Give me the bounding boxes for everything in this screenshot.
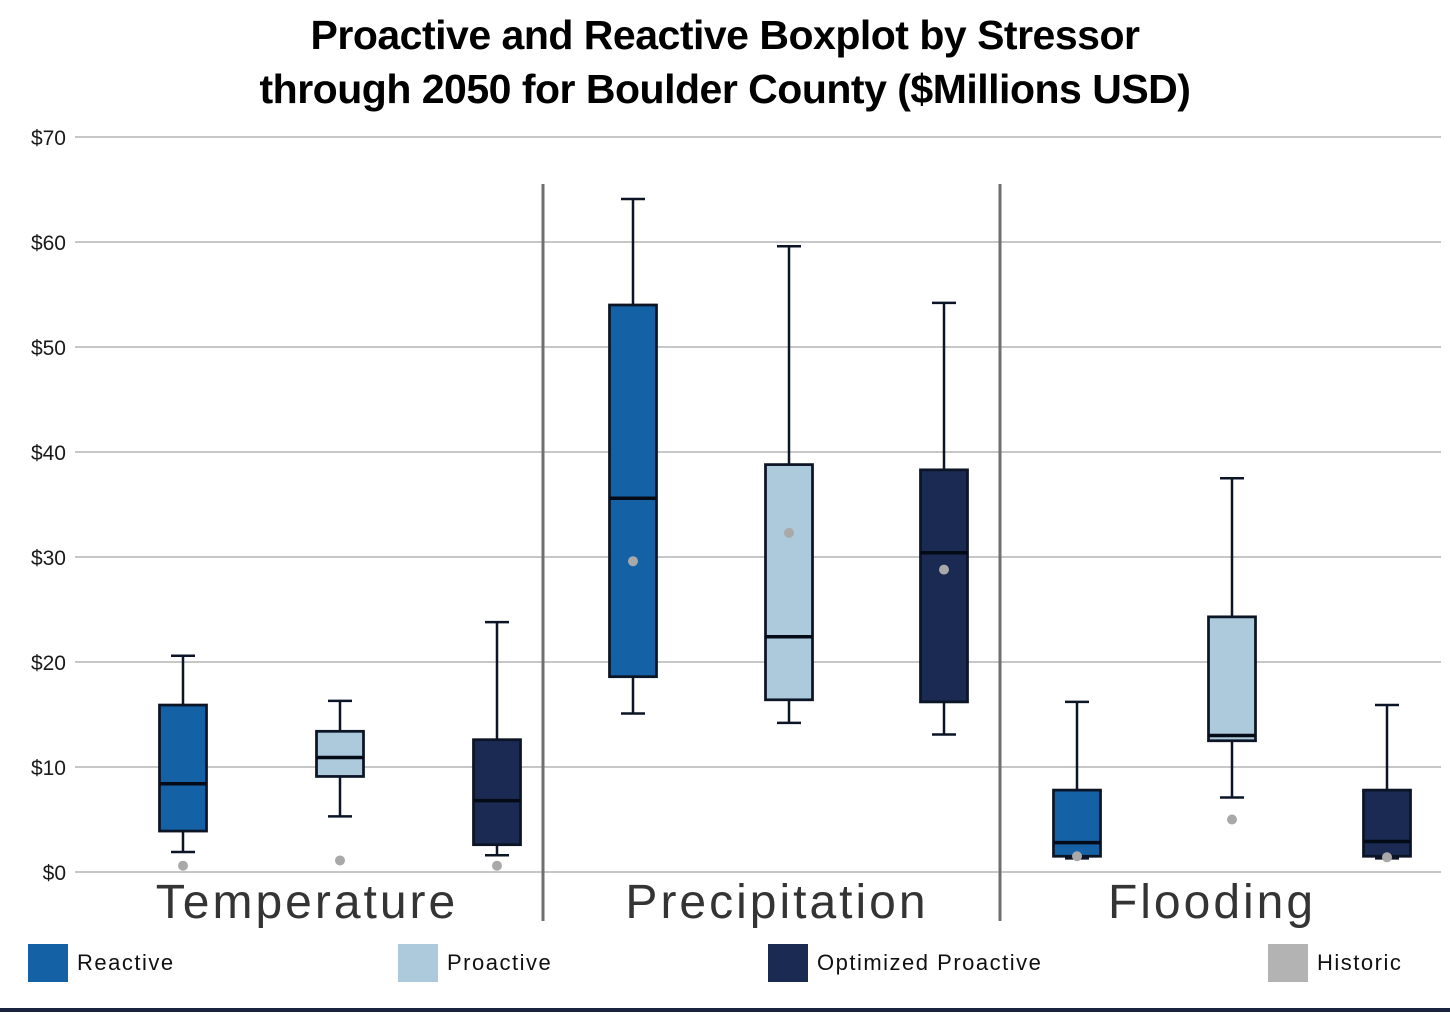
legend-label-optimized-proactive: Optimized Proactive: [817, 950, 1043, 975]
historic-point: [1072, 851, 1082, 862]
chart-title-line-1: Proactive and Reactive Boxplot by Stress…: [310, 12, 1140, 58]
y-tick-label: $40: [31, 442, 66, 465]
y-tick-label: $30: [31, 547, 66, 570]
historic-point: [1382, 852, 1392, 863]
iqr-box: [608, 303, 658, 679]
legend-swatch-optimized-proactive: [768, 944, 808, 982]
box-flooding-optimized-proactive: [1362, 703, 1412, 863]
y-tick-label: $60: [31, 232, 66, 255]
legend-item-reactive: Reactive: [28, 944, 175, 982]
iqr-box: [1052, 788, 1102, 858]
legend-swatch-historic: [1268, 944, 1308, 982]
legend-item-proactive: Proactive: [398, 944, 552, 982]
chart-title-line-2: through 2050 for Boulder County ($Millio…: [259, 66, 1191, 112]
historic-point: [492, 860, 502, 871]
iqr-box: [1207, 615, 1257, 743]
box-precipitation-optimized-proactive: [919, 301, 969, 736]
y-tick-label: $10: [31, 757, 66, 780]
box-precipitation-reactive: [608, 197, 658, 715]
iqr-box: [764, 463, 814, 702]
legend-label-proactive: Proactive: [447, 950, 553, 975]
legend-swatch-reactive: [28, 944, 68, 982]
iqr-box: [472, 738, 522, 847]
y-tick-label: $0: [43, 862, 66, 885]
legend-swatch-proactive: [398, 944, 438, 982]
legend: Reactive Proactive Optimized Proactive H…: [0, 944, 1450, 992]
box-flooding-reactive: [1052, 700, 1102, 862]
box-precipitation-proactive: [764, 244, 814, 725]
box-temperature-reactive: [158, 654, 208, 871]
legend-label-historic: Historic: [1317, 950, 1403, 975]
historic-point: [939, 564, 949, 575]
historic-point: [335, 855, 345, 866]
historic-point: [628, 556, 638, 567]
historic-point: [178, 860, 188, 871]
iqr-box: [158, 703, 208, 833]
box-temperature-optimized-proactive: [472, 620, 522, 871]
bottom-rule: [0, 1008, 1450, 1012]
historic-point: [1227, 814, 1237, 825]
legend-label-reactive: Reactive: [77, 950, 175, 975]
y-tick-label: $20: [31, 652, 66, 675]
historic-point: [784, 527, 794, 538]
category-label: Temperature: [156, 876, 458, 929]
category-label: Flooding: [1108, 876, 1316, 929]
y-tick-label: $70: [31, 127, 66, 150]
y-tick-label: $50: [31, 337, 66, 360]
iqr-box: [315, 729, 365, 778]
box-temperature-proactive: [315, 699, 365, 866]
iqr-box: [919, 468, 969, 704]
category-label: Precipitation: [625, 876, 928, 929]
chart-title: Proactive and Reactive Boxplot by Stress…: [0, 8, 1450, 116]
legend-item-historic: Historic: [1268, 944, 1402, 982]
iqr-box: [1362, 788, 1412, 858]
box-flooding-proactive: [1207, 477, 1257, 825]
legend-item-optimized-proactive: Optimized Proactive: [768, 944, 1042, 982]
